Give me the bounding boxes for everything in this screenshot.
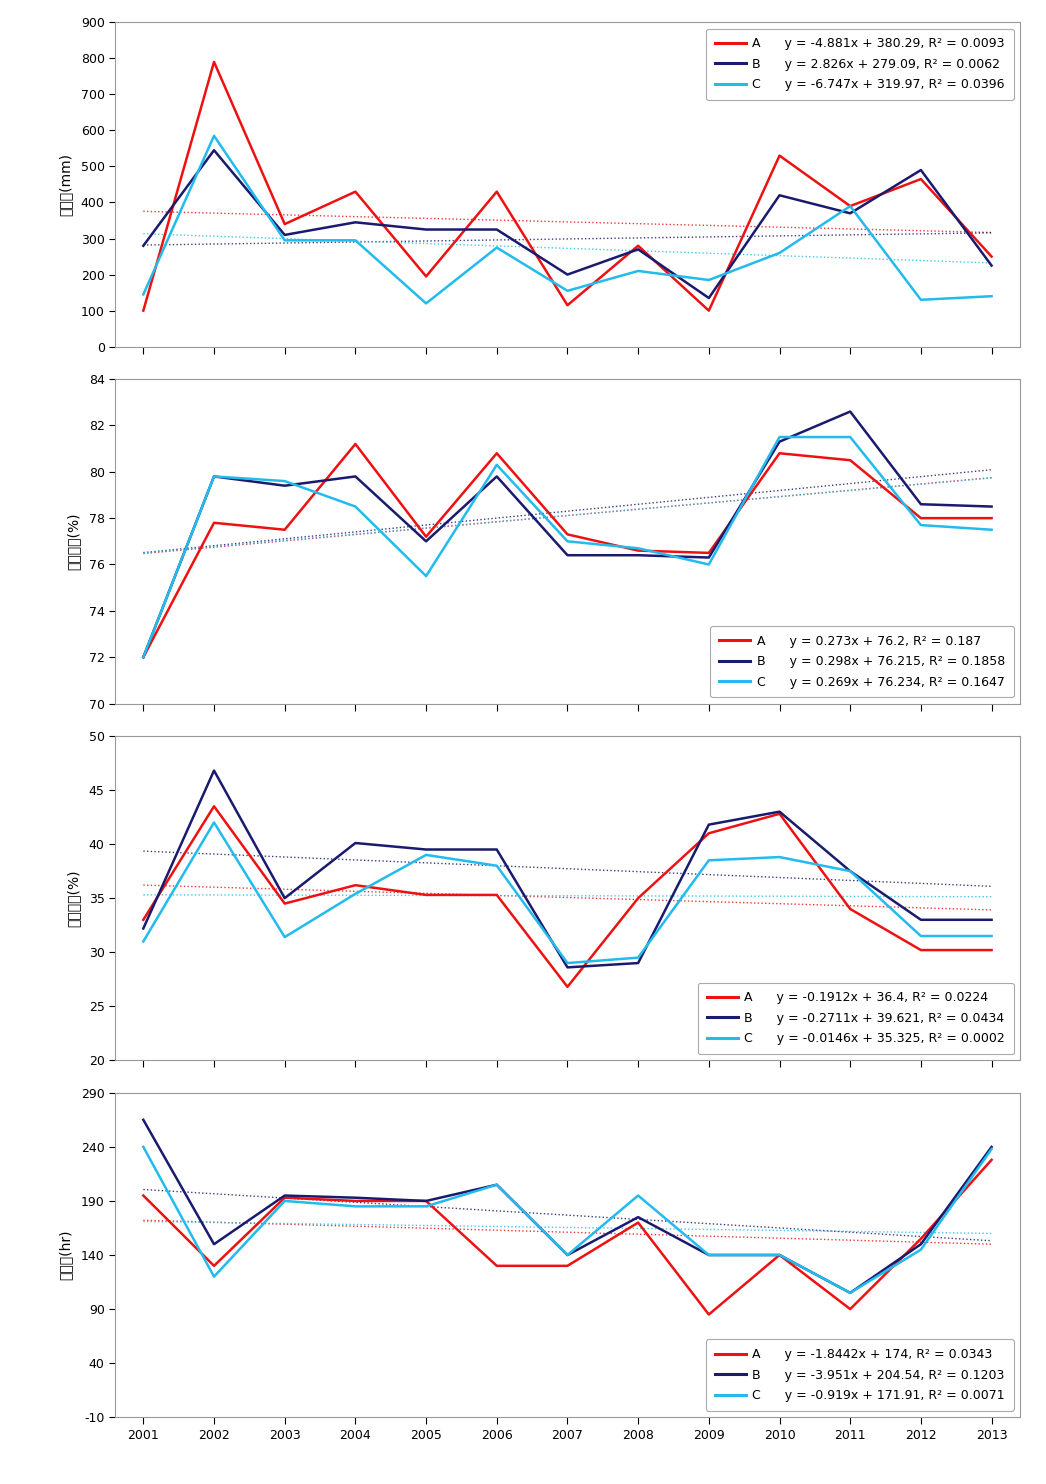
Y-axis label: 최저습도(%): 최저습도(%) <box>66 870 81 928</box>
Y-axis label: 강수량(mm): 강수량(mm) <box>59 153 72 217</box>
Legend: A      y = 0.273x + 76.2, R² = 0.187, B      y = 0.298x + 76.215, R² = 0.1858, C: A y = 0.273x + 76.2, R² = 0.187, B y = 0… <box>710 626 1014 697</box>
Y-axis label: 일조량(hr): 일조량(hr) <box>59 1230 72 1281</box>
Legend: A      y = -1.8442x + 174, R² = 0.0343, B      y = -3.951x + 204.54, R² = 0.1203: A y = -1.8442x + 174, R² = 0.0343, B y =… <box>706 1340 1014 1411</box>
Y-axis label: 평균습도(%): 평균습도(%) <box>66 512 81 570</box>
Legend: A      y = -4.881x + 380.29, R² = 0.0093, B      y = 2.826x + 279.09, R² = 0.006: A y = -4.881x + 380.29, R² = 0.0093, B y… <box>706 28 1014 99</box>
Legend: A      y = -0.1912x + 36.4, R² = 0.0224, B      y = -0.2711x + 39.621, R² = 0.04: A y = -0.1912x + 36.4, R² = 0.0224, B y … <box>698 982 1014 1054</box>
